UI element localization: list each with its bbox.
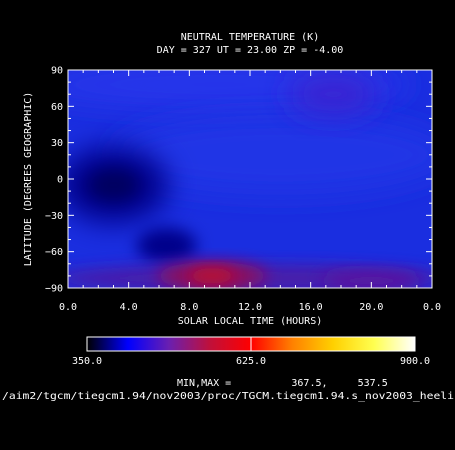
y-tick-label: 30 [51,138,63,149]
x-tick-label: 0.0 [59,302,77,313]
heatmap-blob-cold-south [136,227,197,264]
y-tick-label: 90 [51,66,63,77]
heatmap-blob-cold-center-core [88,169,139,202]
heatmap-blob-south-hot [187,267,238,284]
y-tick-label: −60 [45,247,63,258]
colorbar-mid-label: 625.0 [236,356,266,367]
minmax-text: MIN,MAX = 367.5, 537.5 [177,378,388,389]
chart-title: NEUTRAL TEMPERATURE (K) [181,32,319,43]
x-tick-label: 12.0 [238,302,262,313]
file-path-text: /aim2/tgcm/tiegcm1.94/nov2003/proc/TGCM.… [2,391,454,402]
x-axis-label: SOLAR LOCAL TIME (HOURS) [178,316,323,327]
x-tick-label: 16.0 [299,302,323,313]
y-axis-label: LATITUDE (DEGREES GEOGRAPHIC) [23,92,34,267]
y-tick-label: 60 [51,102,63,113]
x-tick-label: 8.0 [180,302,198,313]
heatmap-blob-mid-band [110,114,432,195]
y-tick-label: −30 [45,211,63,222]
y-tick-label: −90 [45,284,63,295]
chart-subtitle: DAY = 327 UT = 23.00 ZP = -4.00 [157,45,344,56]
y-axis: 90 60 30 0 −30 −60 −90 [45,66,432,295]
x-tick-label: 4.0 [120,302,138,313]
x-tick-label: 20.0 [359,302,383,313]
heatmap-field [68,70,432,288]
x-tick-label: 0.0 [423,302,441,313]
x-axis: 0.0 4.0 8.0 12.0 16.0 20.0 0.0 [59,70,441,313]
colorbar-min-label: 350.0 [72,356,102,367]
y-tick-label: 0 [57,175,63,186]
heatmap-blobs [68,70,432,288]
heatmap-blob-warm-north [288,72,379,117]
heatmap-blob-south-east [321,270,422,288]
colorbar-max-label: 900.0 [400,356,430,367]
